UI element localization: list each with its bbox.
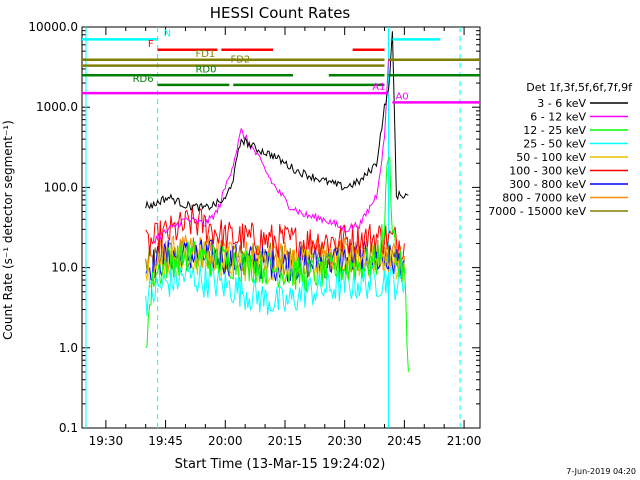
y-tick-label: 1.0: [59, 341, 78, 355]
state-bar-label: A1: [372, 82, 385, 93]
x-axis-label: Start Time (13-Mar-15 19:24:02): [175, 457, 386, 472]
state-bar-label: FD2: [230, 55, 250, 66]
legend-entry-label: 7000 - 15000 keV: [488, 205, 586, 218]
state-bar-label: N: [164, 28, 171, 39]
series-line-6: [145, 204, 405, 262]
y-tick-label: 10000.0: [28, 20, 78, 34]
y-tick-label: 1000.0: [36, 100, 78, 114]
series-line-3: [145, 156, 409, 372]
plot-frame: [81, 26, 481, 429]
x-tick-label: 20:00: [208, 434, 243, 448]
legend-entry-label: 50 - 100 keV: [516, 151, 586, 164]
x-tick-label: 19:45: [148, 434, 183, 448]
series-line-4: [145, 264, 405, 316]
state-bar-label: RD0: [195, 64, 216, 75]
y-tick-label: 0.1: [59, 421, 78, 435]
x-tick-label: 20:45: [387, 434, 422, 448]
y-axis-label: Count Rate (s⁻¹ detector segment⁻¹): [1, 120, 15, 340]
legend-entry-label: 3 - 6 keV: [537, 97, 586, 110]
plot-area: 0.1 1.0 10.0 100.0 1000.0 10000.0 19:30 19:45 20…: [28, 20, 481, 448]
footer-date: 7-Jun-2019 04:20: [566, 467, 636, 476]
legend-title: Det 1f,3f,5f,6f,7f,9f: [526, 81, 633, 94]
legend-entry-label: 6 - 12 keV: [530, 111, 586, 124]
legend-entry-label: 25 - 50 keV: [523, 138, 586, 151]
x-tick-label: 20:15: [268, 434, 303, 448]
x-tick-label: 21:00: [447, 434, 482, 448]
legend-entry-label: 300 - 800 keV: [509, 178, 586, 191]
series-line-2: [153, 58, 389, 245]
state-bar-label: RD6: [133, 74, 154, 85]
x-tick-label: 19:30: [89, 434, 124, 448]
legend-entry-label: 12 - 25 keV: [523, 124, 586, 137]
y-tick-label: 10.0: [51, 261, 78, 275]
chart-title: HESSI Count Rates: [210, 4, 351, 22]
legend-entry-label: 100 - 300 keV: [509, 165, 586, 178]
state-bar-label: F: [148, 39, 154, 50]
state-bar-label: A0: [395, 91, 408, 102]
series-line-1: [145, 31, 409, 212]
legend-entry-label: 800 - 7000 keV: [502, 192, 586, 205]
y-tick-label: 100.0: [44, 180, 78, 194]
state-bar-label: FD1: [195, 49, 215, 60]
x-tick-label: 20:30: [327, 434, 362, 448]
